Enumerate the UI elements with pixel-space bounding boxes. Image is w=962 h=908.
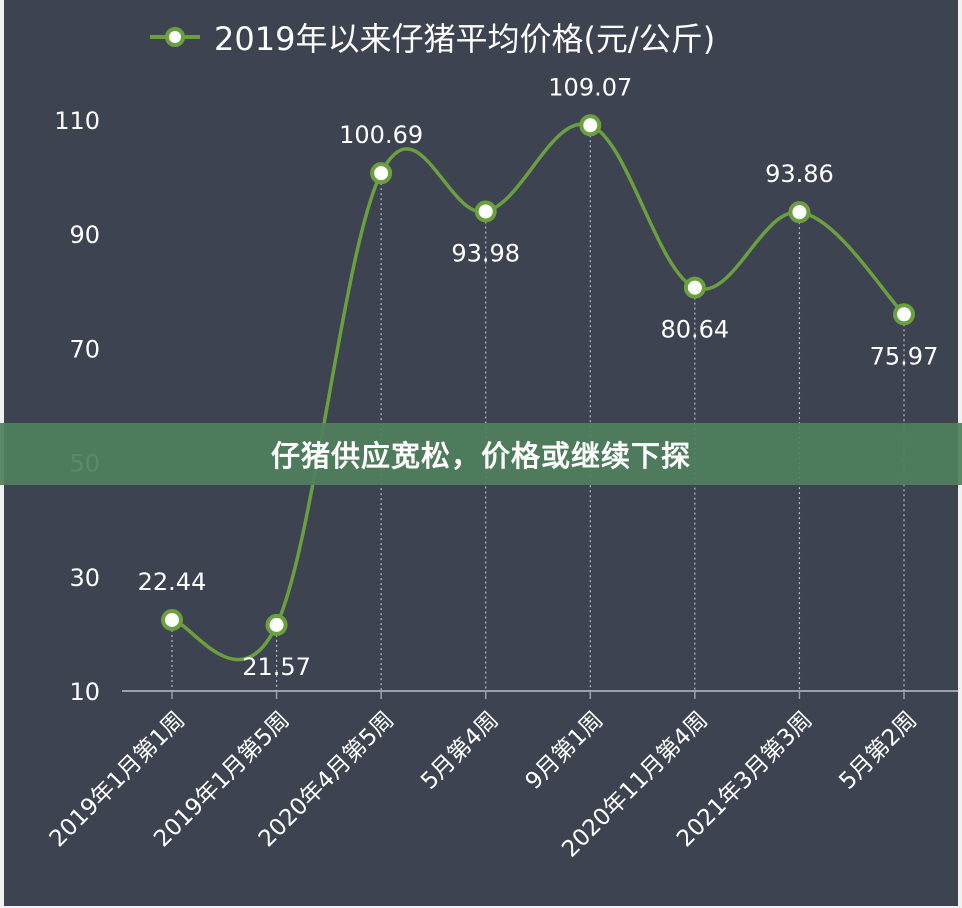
data-label-6: 93.86: [765, 160, 834, 188]
y-tick-label-5: 110: [54, 107, 100, 135]
chart-title: 2019年以来仔猪平均价格(元/公斤): [214, 20, 715, 58]
data-label-2: 100.69: [339, 121, 423, 149]
data-label-5: 80.64: [660, 316, 729, 344]
y-tick-label-0: 10: [69, 678, 100, 706]
data-point-1: [265, 613, 288, 636]
data-point-7: [893, 303, 915, 326]
data-labels: 22.44 21.57 100.69 93.98 109.07 80.64 93.86 75.…: [138, 73, 939, 681]
data-point-0: [161, 608, 183, 631]
data-point-6: [788, 201, 811, 224]
legend-marker: [165, 27, 185, 47]
data-label-0: 22.44: [138, 568, 207, 596]
drop-lines: [171, 125, 905, 691]
data-point-5: [683, 276, 706, 299]
series-line: [171, 122, 906, 662]
legend: 2019年以来仔猪平均价格(元/公斤): [150, 20, 715, 58]
y-tick-label-4: 90: [69, 221, 100, 249]
headline-banner: 仔猪供应宽松，价格或继续下探: [0, 423, 962, 485]
data-point-3: [474, 200, 497, 223]
headline-text: 仔猪供应宽松，价格或继续下探: [270, 439, 691, 473]
data-label-3: 93.98: [451, 239, 520, 267]
data-label-1: 21.57: [242, 653, 311, 681]
data-label-7: 75.97: [870, 342, 939, 370]
data-point-2: [370, 162, 393, 185]
data-points: [161, 114, 915, 636]
y-tick-label-3: 70: [69, 335, 100, 363]
data-point-4: [579, 114, 602, 137]
y-tick-label-1: 30: [69, 564, 100, 592]
data-label-4: 109.07: [548, 73, 632, 101]
